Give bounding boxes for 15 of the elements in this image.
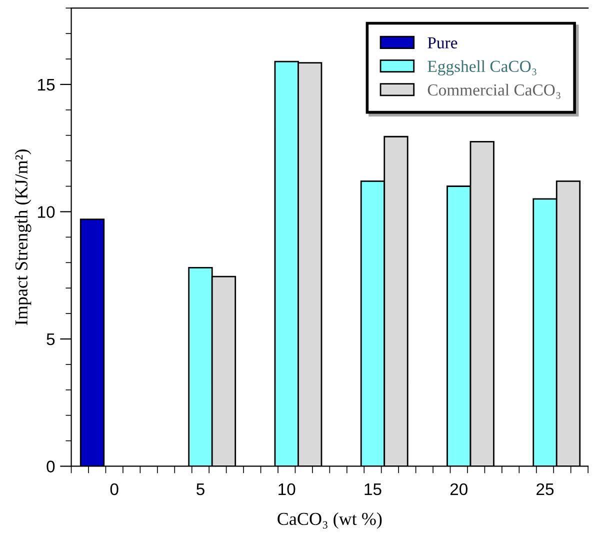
- legend-label: Pure: [428, 37, 458, 48]
- y-tick-label: 15: [38, 79, 55, 91]
- y-tick-label: 0: [46, 460, 55, 472]
- y-axis-title: Impact Strength (KJ/m²): [14, 150, 32, 325]
- x-tick-label: 15: [364, 484, 382, 496]
- legend-label: Commercial CaCO₃: [428, 84, 560, 99]
- x-axis-title: CaCO₃ (wt %): [278, 512, 382, 529]
- legend-label: Eggshell CaCO₃: [428, 60, 536, 76]
- x-tick-label: 0: [110, 483, 118, 496]
- x-tick-label: 25: [536, 483, 554, 496]
- y-tick-label: 10: [38, 206, 55, 218]
- x-tick-label: 10: [278, 483, 296, 496]
- y-tick-label: 5: [46, 334, 55, 346]
- x-tick-label: 5: [196, 484, 204, 496]
- x-tick-label: 20: [450, 483, 468, 496]
